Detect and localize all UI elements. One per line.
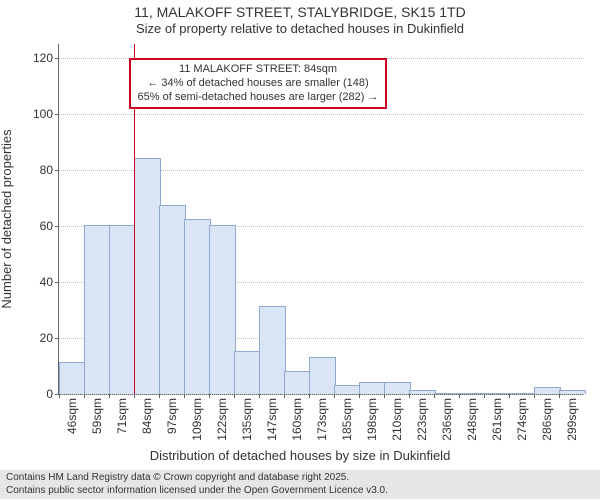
y-tick-label: 80: [40, 163, 59, 177]
x-tick-label: 248sqm: [465, 398, 479, 441]
y-tick-label: 20: [40, 331, 59, 345]
x-tick-mark: [334, 394, 335, 398]
x-tick-mark: [184, 394, 185, 398]
x-tick-label: 97sqm: [165, 398, 179, 434]
x-tick-mark: [434, 394, 435, 398]
x-tick-label: 135sqm: [240, 398, 254, 441]
x-tick-label: 261sqm: [490, 398, 504, 441]
x-tick-mark: [409, 394, 410, 398]
bar: [59, 362, 86, 394]
x-tick-label: 286sqm: [540, 398, 554, 441]
annotation-line-1: 11 MALAKOFF STREET: 84sqm: [137, 63, 379, 77]
x-tick-label: 299sqm: [565, 398, 579, 441]
bar: [409, 390, 436, 394]
y-tick-label: 0: [46, 387, 59, 401]
x-tick-mark: [484, 394, 485, 398]
y-tick-label: 40: [40, 275, 59, 289]
chart-title: 11, MALAKOFF STREET, STALYBRIDGE, SK15 1…: [0, 4, 600, 36]
title-line-2: Size of property relative to detached ho…: [0, 21, 600, 37]
x-tick-mark: [259, 394, 260, 398]
bar: [284, 371, 311, 394]
x-tick-mark: [459, 394, 460, 398]
x-tick-label: 160sqm: [290, 398, 304, 441]
x-tick-label: 185sqm: [340, 398, 354, 441]
footer-line-2: Contains public sector information licen…: [6, 485, 594, 498]
x-tick-mark: [309, 394, 310, 398]
footer-line-1: Contains HM Land Registry data © Crown c…: [6, 472, 594, 485]
y-tick-label: 100: [33, 107, 59, 121]
plot-area: 020406080100120 46sqm59sqm71sqm84sqm97sq…: [58, 44, 584, 395]
bar: [209, 225, 236, 394]
x-tick-label: 236sqm: [440, 398, 454, 441]
x-tick-mark: [359, 394, 360, 398]
grid-line: [59, 394, 584, 395]
bar: [509, 393, 536, 394]
annotation-line-3: 65% of semi-detached houses are larger (…: [137, 91, 379, 105]
annotation-line-2: ← 34% of detached houses are smaller (14…: [137, 77, 379, 91]
x-tick-mark: [209, 394, 210, 398]
bar: [159, 205, 186, 394]
x-tick-label: 173sqm: [315, 398, 329, 441]
bar: [234, 351, 261, 394]
footer-attribution: Contains HM Land Registry data © Crown c…: [0, 470, 600, 499]
annotation-box: 11 MALAKOFF STREET: 84sqm ← 34% of detac…: [129, 58, 387, 109]
bar: [484, 393, 511, 394]
x-tick-label: 84sqm: [140, 398, 154, 434]
x-tick-mark: [59, 394, 60, 398]
x-tick-label: 223sqm: [415, 398, 429, 441]
bar: [434, 393, 461, 394]
x-tick-label: 198sqm: [365, 398, 379, 441]
bar: [384, 382, 411, 394]
y-tick-label: 120: [33, 51, 59, 65]
x-tick-mark: [234, 394, 235, 398]
x-tick-label: 210sqm: [390, 398, 404, 441]
bar: [184, 219, 211, 394]
y-tick-label: 60: [40, 219, 59, 233]
x-axis-label: Distribution of detached houses by size …: [0, 448, 600, 463]
bar: [534, 387, 561, 394]
x-tick-label: 71sqm: [115, 398, 129, 434]
bar: [109, 225, 136, 394]
grid-line: [59, 114, 584, 115]
x-tick-label: 59sqm: [90, 398, 104, 434]
x-tick-mark: [284, 394, 285, 398]
x-tick-label: 122sqm: [215, 398, 229, 441]
bar: [259, 306, 286, 394]
x-tick-label: 109sqm: [190, 398, 204, 441]
x-tick-mark: [159, 394, 160, 398]
bar: [559, 390, 586, 394]
bar: [309, 357, 336, 394]
x-tick-mark: [534, 394, 535, 398]
chart-container: 11, MALAKOFF STREET, STALYBRIDGE, SK15 1…: [0, 0, 600, 500]
x-tick-label: 147sqm: [265, 398, 279, 441]
x-tick-label: 46sqm: [65, 398, 79, 434]
x-tick-mark: [109, 394, 110, 398]
bar: [334, 385, 361, 394]
x-tick-label: 274sqm: [515, 398, 529, 441]
y-axis-label: Number of detached properties: [0, 129, 14, 308]
title-line-1: 11, MALAKOFF STREET, STALYBRIDGE, SK15 1…: [0, 4, 600, 21]
x-tick-mark: [384, 394, 385, 398]
bar: [84, 225, 111, 394]
bar: [134, 158, 161, 394]
bar: [359, 382, 386, 394]
x-tick-mark: [134, 394, 135, 398]
x-tick-mark: [84, 394, 85, 398]
bar: [459, 393, 486, 394]
x-tick-mark: [559, 394, 560, 398]
x-tick-mark: [509, 394, 510, 398]
